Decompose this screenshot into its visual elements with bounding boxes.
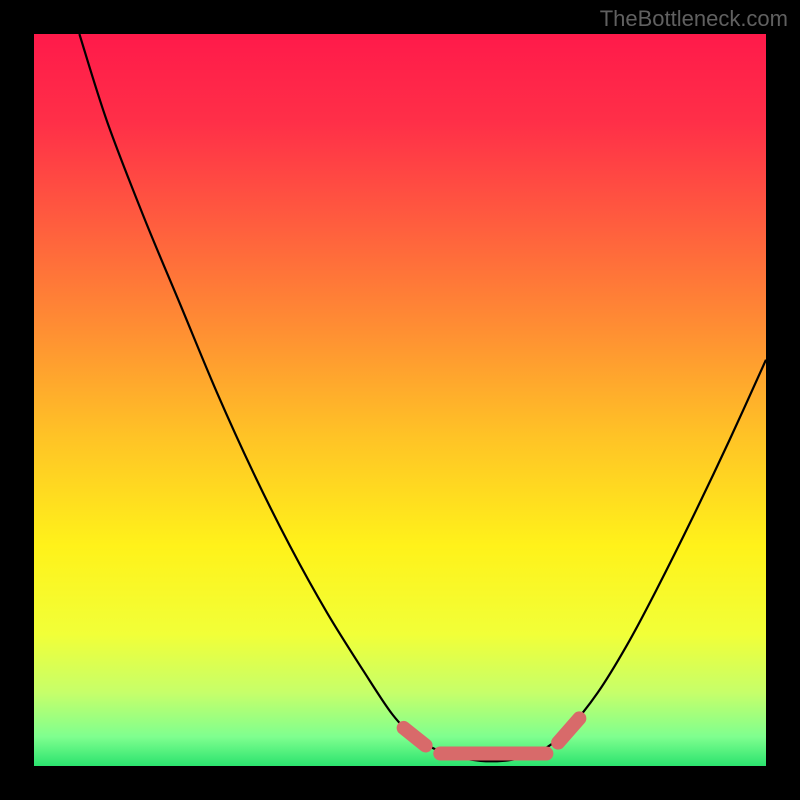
pill-marker-0 <box>404 728 426 746</box>
plot-area <box>34 34 766 766</box>
optimal-range-markers <box>34 34 766 766</box>
watermark-text: TheBottleneck.com <box>600 6 788 32</box>
chart-container: TheBottleneck.com <box>0 0 800 800</box>
pill-marker-2 <box>558 718 579 742</box>
